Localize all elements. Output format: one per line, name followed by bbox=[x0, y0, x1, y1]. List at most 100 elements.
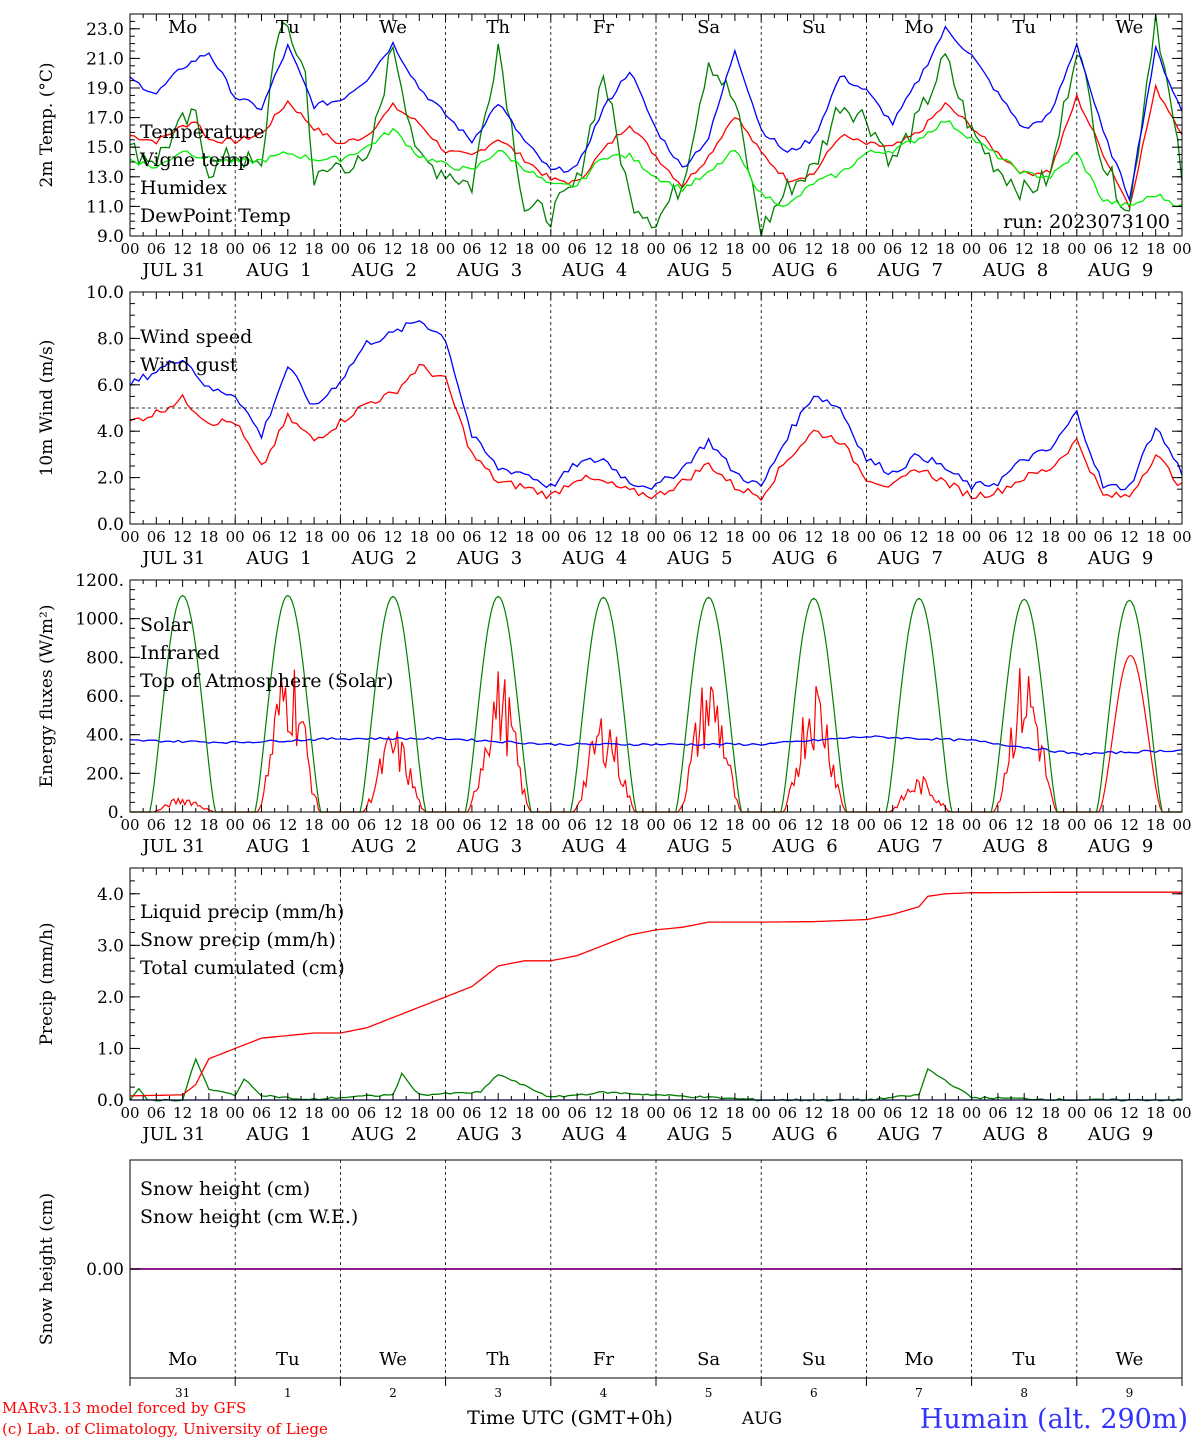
bottom-day-number: 1 bbox=[284, 1386, 292, 1400]
y-tick-label: 13.0 bbox=[86, 168, 124, 188]
bottom-weekday-label: Su bbox=[802, 1349, 826, 1370]
x-tick-label: 18 bbox=[831, 240, 850, 258]
x-date-label: AUG 3 bbox=[456, 1124, 522, 1145]
x-tick-label: 12 bbox=[489, 528, 508, 546]
x-tick-label: 00 bbox=[752, 1104, 771, 1122]
x-date-label: AUG 5 bbox=[666, 836, 732, 857]
x-tick-label: 18 bbox=[305, 240, 324, 258]
x-tick-label: 18 bbox=[305, 528, 324, 546]
x-tick-label: 00 bbox=[1067, 816, 1086, 834]
x-date-label: JUL 31 bbox=[140, 548, 205, 569]
y-tick-label: 0. bbox=[108, 803, 124, 823]
x-date-label: AUG 4 bbox=[561, 836, 627, 857]
x-tick-label: 00 bbox=[331, 240, 350, 258]
x-tick-label: 18 bbox=[410, 1104, 429, 1122]
x-date-label: AUG 9 bbox=[1087, 1124, 1153, 1145]
x-tick-label: 06 bbox=[252, 528, 271, 546]
x-tick-label: 00 bbox=[436, 816, 455, 834]
bottom-day-number: 5 bbox=[705, 1386, 713, 1400]
x-tick-label: 12 bbox=[1015, 1104, 1034, 1122]
x-tick-label: 00 bbox=[962, 528, 981, 546]
weekday-label: Mo bbox=[904, 17, 933, 38]
x-tick-label: 00 bbox=[857, 240, 876, 258]
x-tick-label: 00 bbox=[436, 1104, 455, 1122]
x-tick-label: 12 bbox=[909, 816, 928, 834]
series-wind-speed-line bbox=[129, 363, 1183, 502]
y-axis-title: 10m Wind (m/s) bbox=[37, 340, 57, 477]
weekday-label: We bbox=[1116, 17, 1144, 38]
x-tick-label: 18 bbox=[936, 528, 955, 546]
x-date-label: AUG 1 bbox=[245, 548, 311, 569]
x-tick-label: 06 bbox=[147, 240, 166, 258]
x-date-label: AUG 7 bbox=[877, 1124, 943, 1145]
x-tick-label: 06 bbox=[988, 240, 1007, 258]
y-tick-label: 0.0 bbox=[97, 1091, 124, 1111]
x-date-label: AUG 4 bbox=[561, 548, 627, 569]
x-tick-label: 18 bbox=[936, 240, 955, 258]
x-tick-label: 00 bbox=[1067, 528, 1086, 546]
x-tick-label: 06 bbox=[462, 816, 481, 834]
y-tick-label: 3.0 bbox=[97, 936, 124, 956]
legend-series-temperature: Temperature bbox=[140, 121, 264, 143]
x-tick-label: 12 bbox=[489, 816, 508, 834]
x-date-label: AUG 8 bbox=[982, 1124, 1048, 1145]
x-tick-label: 00 bbox=[331, 528, 350, 546]
bottom-day-number: 4 bbox=[600, 1386, 608, 1400]
x-tick-label: 18 bbox=[410, 816, 429, 834]
x-tick-label: 00 bbox=[541, 528, 560, 546]
x-tick-label: 18 bbox=[305, 816, 324, 834]
y-tick-label: 11.0 bbox=[86, 197, 124, 217]
y-tick-label: 9.0 bbox=[97, 227, 124, 247]
y-tick-label: 200. bbox=[86, 764, 124, 784]
x-tick-label: 12 bbox=[383, 240, 402, 258]
x-tick-label: 12 bbox=[173, 240, 192, 258]
footer-location: Humain (alt. 290m) bbox=[920, 1404, 1188, 1435]
x-tick-label: 12 bbox=[594, 1104, 613, 1122]
bottom-weekday-label: Th bbox=[486, 1349, 510, 1370]
x-tick-label: 18 bbox=[515, 816, 534, 834]
weekday-label: We bbox=[379, 17, 407, 38]
x-tick-label: 12 bbox=[699, 528, 718, 546]
x-axis-title: Time UTC (GMT+0h) bbox=[467, 1407, 673, 1429]
x-tick-label: 06 bbox=[673, 1104, 692, 1122]
y-tick-label: 15.0 bbox=[86, 138, 124, 158]
y-tick-label: 8.0 bbox=[97, 329, 124, 349]
x-tick-label: 12 bbox=[804, 1104, 823, 1122]
x-tick-label: 00 bbox=[857, 816, 876, 834]
x-tick-label: 00 bbox=[226, 240, 245, 258]
x-date-label: AUG 6 bbox=[771, 260, 837, 281]
x-date-label: AUG 2 bbox=[351, 260, 417, 281]
x-tick-label: 12 bbox=[594, 528, 613, 546]
x-date-label: AUG 3 bbox=[456, 548, 522, 569]
x-tick-label: 06 bbox=[778, 240, 797, 258]
x-date-label: JUL 31 bbox=[140, 836, 205, 857]
x-tick-label: 18 bbox=[199, 528, 218, 546]
legend-series-snow-height-cm: Snow height (cm) bbox=[140, 1178, 310, 1200]
x-tick-label: 12 bbox=[699, 1104, 718, 1122]
x-tick-label: 00 bbox=[226, 528, 245, 546]
x-date-label: AUG 1 bbox=[245, 260, 311, 281]
x-tick-label: 12 bbox=[909, 240, 928, 258]
x-tick-label: 00 bbox=[1172, 1104, 1191, 1122]
x-tick-label: 00 bbox=[1067, 240, 1086, 258]
x-tick-label: 00 bbox=[857, 1104, 876, 1122]
x-date-label: AUG 9 bbox=[1087, 836, 1153, 857]
x-date-label: AUG 1 bbox=[245, 836, 311, 857]
y-tick-label: 10.0 bbox=[86, 283, 124, 303]
series-dewpoint-temp-line bbox=[129, 120, 1183, 208]
x-date-label: AUG 9 bbox=[1087, 260, 1153, 281]
x-tick-label: 00 bbox=[1172, 528, 1191, 546]
y-tick-label: 23.0 bbox=[86, 20, 124, 40]
x-tick-label: 12 bbox=[699, 816, 718, 834]
x-tick-label: 00 bbox=[120, 816, 139, 834]
y-tick-label: 4.0 bbox=[97, 422, 124, 442]
x-tick-label: 06 bbox=[1094, 528, 1113, 546]
x-tick-label: 18 bbox=[1041, 1104, 1060, 1122]
x-tick-label: 18 bbox=[410, 240, 429, 258]
x-date-label: AUG 2 bbox=[351, 1124, 417, 1145]
legend-series-vigne-temp: Vigne temp bbox=[139, 149, 250, 171]
x-tick-label: 00 bbox=[752, 528, 771, 546]
x-tick-label: 00 bbox=[1067, 1104, 1086, 1122]
x-date-label: AUG 2 bbox=[351, 548, 417, 569]
